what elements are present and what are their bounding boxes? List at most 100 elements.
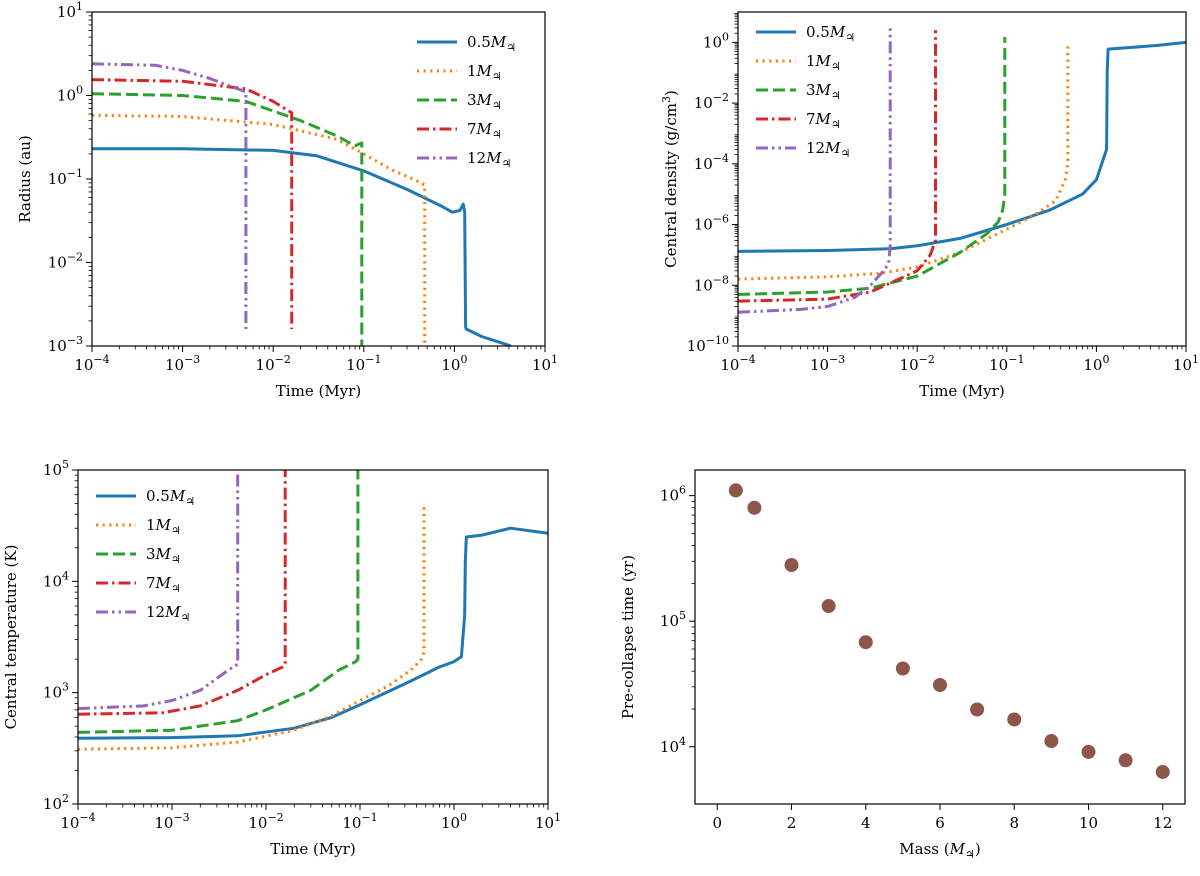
legend-label-0: 0.5M♃ — [806, 23, 855, 44]
data-point — [1044, 734, 1059, 749]
legend-label-3: 7M♃ — [146, 574, 181, 595]
y-tick-label: 104 — [660, 735, 686, 756]
x-tick-label: 101 — [1173, 353, 1199, 374]
x-tick-label: 0 — [712, 814, 722, 832]
x-tick-label: 100 — [441, 811, 467, 832]
data-point — [933, 678, 947, 693]
x-axis-label: Time (Myr) — [919, 382, 1004, 400]
y-tick-label: 10−2 — [48, 251, 83, 272]
legend: 0.5M♃ 1M♃ 3M♃ 7M♃ 12M♃ — [756, 23, 855, 160]
series-0.5 — [78, 526, 548, 740]
x-tick-label: 8 — [1009, 814, 1019, 832]
y-tick-label: 105 — [660, 609, 686, 630]
legend-label-0: 0.5M♃ — [146, 487, 195, 508]
x-tick-label: 6 — [935, 814, 945, 832]
plot-area — [738, 27, 1186, 314]
legend: 0.5M♃ 1M♃ 3M♃ 7M♃ 12M♃ — [96, 487, 195, 624]
legend-label-1: 1M♃ — [806, 52, 841, 73]
plot-area — [92, 62, 512, 346]
x-tick-label: 10−3 — [810, 353, 845, 374]
series-12 — [92, 62, 248, 329]
legend-label-4: 12M♃ — [467, 149, 511, 170]
legend-label-4: 12M♃ — [806, 139, 850, 160]
x-tick-label: 10−4 — [74, 353, 109, 374]
legend-label-1: 1M♃ — [467, 62, 502, 83]
y-tick-label: 104 — [43, 569, 69, 590]
y-tick-label: 101 — [57, 0, 83, 21]
series-7 — [92, 78, 294, 329]
y-tick-label: 105 — [43, 458, 69, 479]
series-1 — [92, 113, 427, 346]
chart-temperature: 10−4 10−3 10−2 10−1 100 101 102 103 104 105 Time (… — [2, 458, 561, 858]
series-7 — [738, 30, 937, 303]
data-point — [1118, 753, 1133, 768]
x-tick-label: 10−1 — [989, 353, 1024, 374]
x-axis-label: Time (Myr) — [270, 840, 355, 858]
legend-label-2: 3M♃ — [806, 81, 841, 102]
y-tick-label: 10−1 — [48, 167, 83, 188]
legend-label-2: 3M♃ — [467, 91, 502, 112]
data-point — [1081, 744, 1096, 759]
legend-label-2: 3M♃ — [146, 545, 181, 566]
axes-frame — [694, 469, 1186, 805]
data-point — [895, 661, 910, 676]
x-tick-label: 100 — [441, 353, 467, 374]
data-point — [784, 558, 799, 573]
legend-label-3: 7M♃ — [467, 120, 502, 141]
chart-precollapse: 0 2 4 6 8 10 12 104 105 106 Mass (M♃) Pre-collapse … — [619, 469, 1186, 861]
y-tick-label: 10−6 — [694, 213, 729, 234]
x-tick-label: 10−2 — [248, 811, 283, 832]
x-tick-label: 10−1 — [342, 811, 377, 832]
series-0.5 — [738, 40, 1186, 253]
legend-label-4: 12M♃ — [146, 603, 190, 624]
x-tick-label: 10−1 — [346, 353, 381, 374]
series-3 — [738, 37, 1007, 296]
series-3 — [78, 470, 360, 734]
y-axis-label: Radius (au) — [16, 135, 34, 222]
y-axis-label: Central temperature (K) — [2, 545, 20, 730]
data-point — [1155, 764, 1170, 779]
x-tick-label: 12 — [1153, 814, 1172, 832]
series-0.5 — [92, 147, 512, 346]
x-tick-label: 10 — [1079, 814, 1098, 832]
y-tick-label: 100 — [57, 84, 83, 105]
series-12 — [78, 470, 240, 711]
y-tick-label: 106 — [660, 484, 686, 505]
x-axis-label: Time (Myr) — [276, 382, 361, 400]
y-axis-label: Central density (g/cm3) — [660, 90, 680, 268]
y-tick-label: 102 — [43, 792, 69, 813]
y-tick-label: 10−3 — [48, 334, 83, 355]
y-tick-label: 10−8 — [694, 273, 729, 294]
series-3 — [92, 92, 364, 346]
x-tick-label: 4 — [861, 814, 871, 832]
chart-density: 10−4 10−3 10−2 10−1 100 101 10−10 10−8 10−6 10−4 1… — [660, 11, 1199, 400]
y-tick-label: 103 — [43, 681, 69, 702]
y-tick-label: 100 — [703, 30, 729, 51]
x-tick-label: 10−2 — [256, 353, 291, 374]
x-tick-label: 2 — [787, 814, 797, 832]
chart-radius: 10−4 10−3 10−2 10−1 100 10110−310−210−1100101… — [16, 0, 558, 400]
axes-frame — [77, 469, 549, 805]
x-tick-label: 101 — [532, 353, 558, 374]
legend-label-0: 0.5M♃ — [467, 33, 516, 54]
y-tick-label: 10−10 — [687, 334, 729, 355]
data-point — [858, 635, 873, 650]
x-tick-label: 100 — [1083, 353, 1109, 374]
y-tick-label: 10−2 — [694, 91, 729, 112]
series-7 — [78, 470, 287, 716]
x-tick-label: 10−3 — [165, 353, 200, 374]
legend: 0.5M♃ 1M♃ 3M♃ 7M♃ 12M♃ — [417, 33, 516, 170]
y-axis-label: Pre-collapse time (yr) — [619, 555, 637, 719]
x-tick-label: 10−2 — [900, 353, 935, 374]
data-point — [1007, 712, 1022, 727]
series-1 — [738, 42, 1070, 281]
x-axis-label: Mass (M♃) — [899, 840, 980, 861]
y-tick-label: 10−4 — [694, 152, 729, 173]
data-point — [821, 599, 836, 614]
series-12 — [738, 27, 892, 314]
legend-label-1: 1M♃ — [146, 516, 181, 537]
x-tick-label: 101 — [535, 811, 561, 832]
x-tick-label: 10−4 — [60, 811, 95, 832]
legend-label-3: 7M♃ — [806, 110, 841, 131]
